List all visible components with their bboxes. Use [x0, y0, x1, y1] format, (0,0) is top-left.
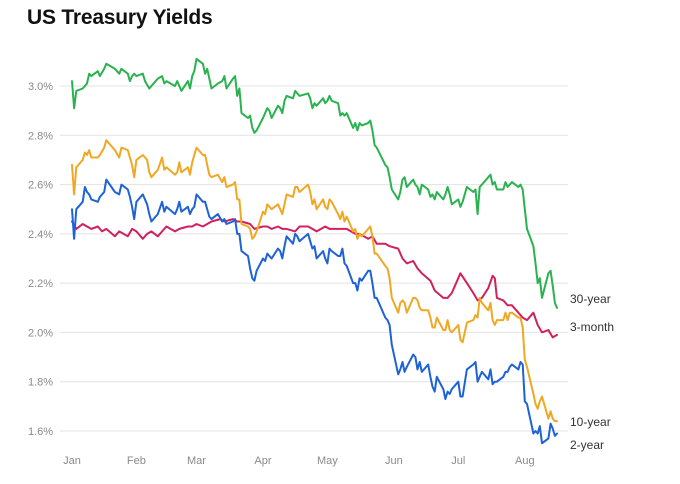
x-tick-label: May — [317, 455, 338, 467]
y-tick-label: 1.6% — [28, 426, 53, 438]
x-tick-label: Aug — [515, 455, 535, 467]
series-label-2-year: 2-year — [570, 438, 604, 452]
y-tick-label: 1.8% — [28, 377, 53, 389]
y-tick-label: 2.6% — [28, 180, 53, 192]
series-line-30-year — [71, 57, 558, 309]
y-tick-label: 2.2% — [28, 278, 53, 290]
x-tick-label: Jun — [385, 455, 403, 467]
y-tick-label: 3.0% — [28, 81, 53, 93]
series-line-10-year — [71, 139, 558, 423]
series-line-2-year — [71, 178, 558, 445]
y-tick-label: 2.8% — [28, 130, 53, 142]
x-axis-ticks: Jan Feb Mar Apr May Jun Jul Aug — [63, 455, 534, 467]
x-tick-label: Feb — [127, 455, 146, 467]
chart-title: US Treasury Yields — [27, 6, 213, 29]
grid — [60, 85, 568, 432]
y-axis-ticks: 1.6% 1.8% 2.0% 2.2% 2.4% 2.6% 2.8% 3.0% — [28, 81, 53, 438]
x-tick-label: Mar — [187, 455, 206, 467]
series-line-3-month — [71, 218, 558, 339]
x-tick-label: Apr — [254, 455, 271, 467]
series-label-30-year: 30-year — [570, 292, 611, 306]
series-lines — [71, 57, 558, 445]
series-end-labels: 30-year 3-month 10-year 2-year — [570, 292, 614, 452]
series-label-10-year: 10-year — [570, 415, 611, 429]
x-tick-label: Jan — [63, 455, 81, 467]
y-tick-label: 2.4% — [28, 229, 53, 241]
series-label-3-month: 3-month — [570, 320, 614, 334]
y-tick-label: 2.0% — [28, 327, 53, 339]
x-tick-label: Jul — [451, 455, 465, 467]
